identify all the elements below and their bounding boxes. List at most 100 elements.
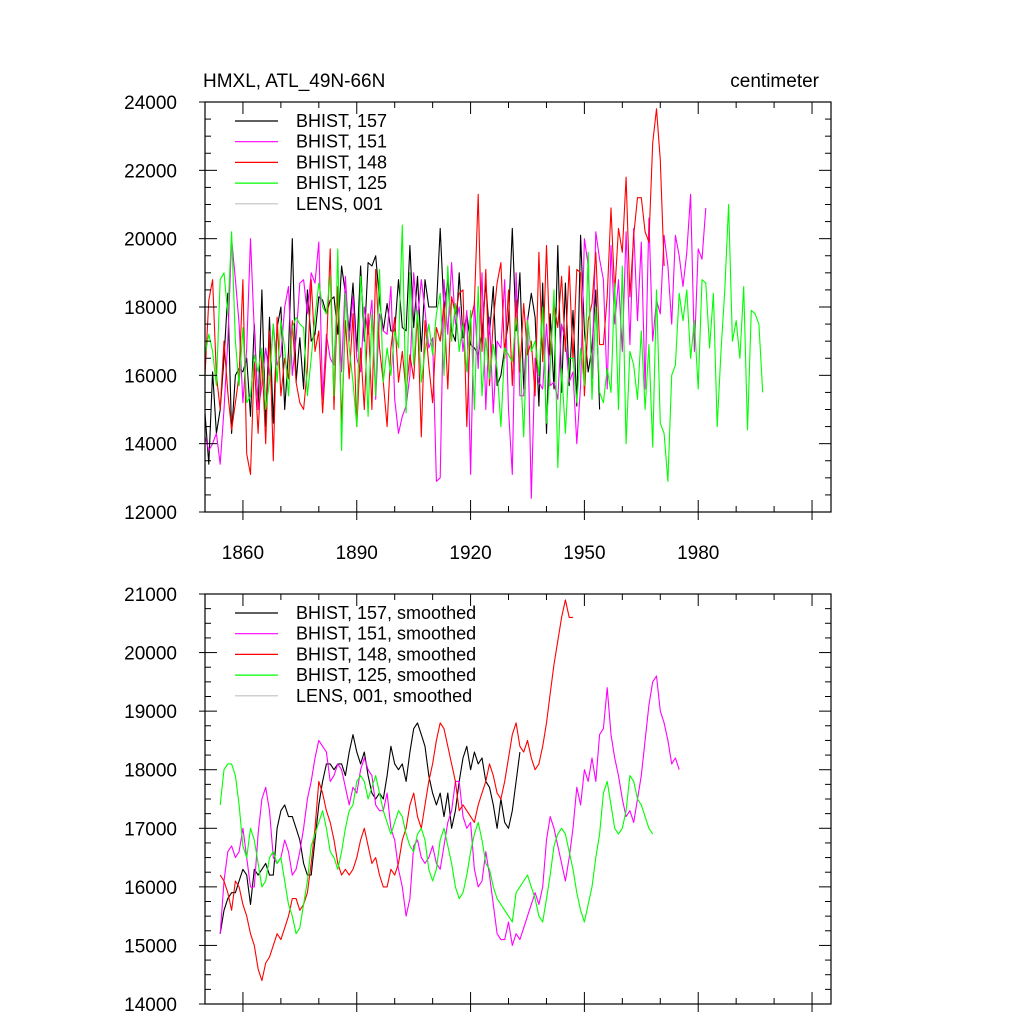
- bottom-series-3-point: [466, 875, 467, 876]
- bottom-series-1-point: [561, 863, 562, 864]
- top-series-0-point: [565, 283, 566, 284]
- top-series-3-point: [588, 252, 589, 253]
- top-series-3-point: [292, 327, 293, 328]
- bottom-series-2-point: [345, 869, 346, 870]
- bottom-series-line-0: [219, 722, 521, 934]
- top-series-3-point: [614, 283, 615, 284]
- bottom-series-0-point: [352, 734, 353, 735]
- bottom-series-1-point: [656, 675, 657, 676]
- top-series-3-point: [637, 399, 638, 400]
- bottom-series-2-point: [235, 880, 236, 881]
- top-series-0-point: [569, 385, 570, 386]
- bottom-series-1-point: [542, 886, 543, 887]
- bottom-series-0-point: [368, 775, 369, 776]
- top-series-3-point: [739, 358, 740, 359]
- top-series-3-point: [277, 382, 278, 383]
- bottom-series-3-point: [258, 863, 259, 864]
- top-series-2-point: [451, 296, 452, 297]
- top-series-2-point: [641, 197, 642, 198]
- top-series-1-point: [390, 286, 391, 287]
- top-series-2-point: [277, 317, 278, 318]
- bottom-series-1-point: [443, 845, 444, 846]
- bottom-series-2-point: [307, 892, 308, 893]
- bottom-series-1-point: [349, 804, 350, 805]
- top-series-2-point: [497, 283, 498, 284]
- bottom-series-3-point: [375, 775, 376, 776]
- top-series-2-point: [296, 382, 297, 383]
- bottom-series-1-point: [273, 857, 274, 858]
- bottom-series-0-point: [390, 746, 391, 747]
- bottom-series-1-point: [409, 898, 410, 899]
- top-series-2-point: [292, 320, 293, 321]
- top-series-3-point: [383, 382, 384, 383]
- bottom-series-0-point: [326, 763, 327, 764]
- bottom-series-0-point: [466, 746, 467, 747]
- bottom-series-2-point: [440, 722, 441, 723]
- bottom-series-3-point: [413, 851, 414, 852]
- top-series-2-point: [231, 429, 232, 430]
- top-series-2-point: [447, 388, 448, 389]
- top-series-2-point: [626, 177, 627, 178]
- bottom-series-3-point: [565, 834, 566, 835]
- bottom-series-1-point: [406, 916, 407, 917]
- top-series-0-point: [417, 276, 418, 277]
- top-series-1-point: [330, 358, 331, 359]
- top-series-2-point: [269, 330, 270, 331]
- top-series-0-point: [280, 306, 281, 307]
- top-series-1-point: [508, 409, 509, 410]
- top-series-3-point: [220, 279, 221, 280]
- bottom-series-1-point: [447, 822, 448, 823]
- top-series-3-point: [603, 402, 604, 403]
- top-series-0-point: [261, 289, 262, 290]
- top-series-2-point: [459, 293, 460, 294]
- top-series-3-point: [406, 412, 407, 413]
- top-series-2-point: [493, 320, 494, 321]
- bottom-series-3-point: [512, 921, 513, 922]
- bottom-series-1-point: [311, 781, 312, 782]
- bottom-series-3-point: [440, 839, 441, 840]
- top-series-1-point: [265, 347, 266, 348]
- bottom-series-0-point: [455, 810, 456, 811]
- bottom-y-tick-label: 17000: [124, 819, 177, 840]
- bottom-series-2-point: [398, 863, 399, 864]
- bottom-series-1-point: [516, 933, 517, 934]
- bottom-series-2-point: [470, 816, 471, 817]
- bottom-y-tick-label: 15000: [124, 936, 177, 957]
- top-series-1-point: [208, 450, 209, 451]
- bottom-series-3-point: [493, 886, 494, 887]
- bottom-series-1-point: [610, 734, 611, 735]
- bottom-series-0-point: [428, 775, 429, 776]
- top-series-0-point: [398, 279, 399, 280]
- bottom-series-3-point: [497, 898, 498, 899]
- bottom-series-3-point: [637, 798, 638, 799]
- top-series-0-point: [572, 310, 573, 311]
- bottom-series-0-point: [406, 781, 407, 782]
- bottom-series-3-point: [652, 834, 653, 835]
- bottom-series-1-point: [489, 875, 490, 876]
- top-series-0-point: [500, 375, 501, 376]
- bottom-series-group: [219, 599, 680, 982]
- top-series-3-point: [713, 293, 714, 294]
- bottom-series-2-point: [333, 839, 334, 840]
- bottom-series-0-point: [250, 904, 251, 905]
- bottom-series-3-point: [443, 828, 444, 829]
- bottom-series-0-point: [493, 804, 494, 805]
- top-series-3-point: [258, 371, 259, 372]
- bottom-series-1-point: [679, 769, 680, 770]
- top-series-3-point: [417, 310, 418, 311]
- top-series-0-point: [459, 272, 460, 273]
- top-series-3-point: [523, 436, 524, 437]
- bottom-series-0-point: [284, 804, 285, 805]
- top-series-3-point: [561, 368, 562, 369]
- top-series-3-point: [394, 330, 395, 331]
- bottom-series-2-point: [565, 599, 566, 600]
- top-series-0-point: [273, 423, 274, 424]
- bottom-series-1-point: [572, 828, 573, 829]
- top-series-2-point: [208, 300, 209, 301]
- bottom-series-0-point: [383, 798, 384, 799]
- bottom-series-3-point: [288, 904, 289, 905]
- top-x-tick-label: 1980: [677, 543, 719, 564]
- top-y-tick-label: 20000: [124, 230, 177, 251]
- bottom-series-1-point: [614, 757, 615, 758]
